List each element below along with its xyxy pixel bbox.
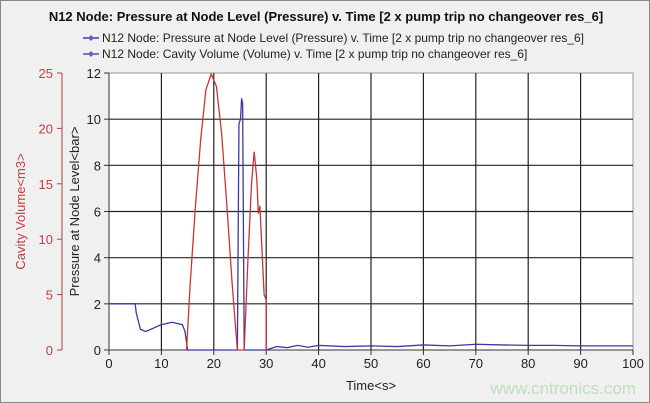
y2-tick-label: 25 [39, 66, 53, 81]
legend-marker [88, 51, 94, 57]
watermark: www.cntronics.com [490, 379, 636, 398]
chart-title: N12 Node: Pressure at Node Level (Pressu… [49, 9, 603, 24]
y-tick-label: 12 [87, 66, 101, 81]
y2-tick-label: 10 [39, 232, 53, 247]
y2-tick-label: 15 [39, 177, 53, 192]
x-tick-label: 10 [154, 356, 168, 371]
y-tick-label: 4 [94, 251, 101, 266]
x-tick-label: 90 [573, 356, 587, 371]
y-tick-label: 8 [94, 158, 101, 173]
y-tick-label: 0 [94, 343, 101, 358]
x-tick-label: 80 [521, 356, 535, 371]
series-line-1 [185, 72, 267, 351]
x-tick-label: 30 [259, 356, 273, 371]
y-tick-label: 10 [87, 112, 101, 127]
x-tick-label: 20 [207, 356, 221, 371]
legend-entry: N12 Node: Cavity Volume (Volume) v. Time… [102, 47, 527, 61]
x-tick-label: 100 [622, 356, 644, 371]
y-tick-label: 2 [94, 297, 101, 312]
y2-axis-label: Cavity Volume<m3> [13, 153, 28, 269]
x-tick-label: 70 [469, 356, 483, 371]
x-tick-label: 40 [311, 356, 325, 371]
x-tick-label: 50 [364, 356, 378, 371]
x-axis-label: Time<s> [346, 378, 396, 393]
x-tick-label: 0 [105, 356, 112, 371]
y2-tick-label: 5 [46, 288, 53, 303]
x-tick-label: 60 [416, 356, 430, 371]
y2-tick-label: 20 [39, 121, 53, 136]
y2-tick-label: 0 [46, 343, 53, 358]
legend-entry: N12 Node: Pressure at Node Level (Pressu… [102, 31, 584, 45]
y-tick-label: 6 [94, 205, 101, 220]
y-axis-label: Pressure at Node Level<bar> [67, 127, 82, 297]
legend-marker [88, 35, 94, 41]
